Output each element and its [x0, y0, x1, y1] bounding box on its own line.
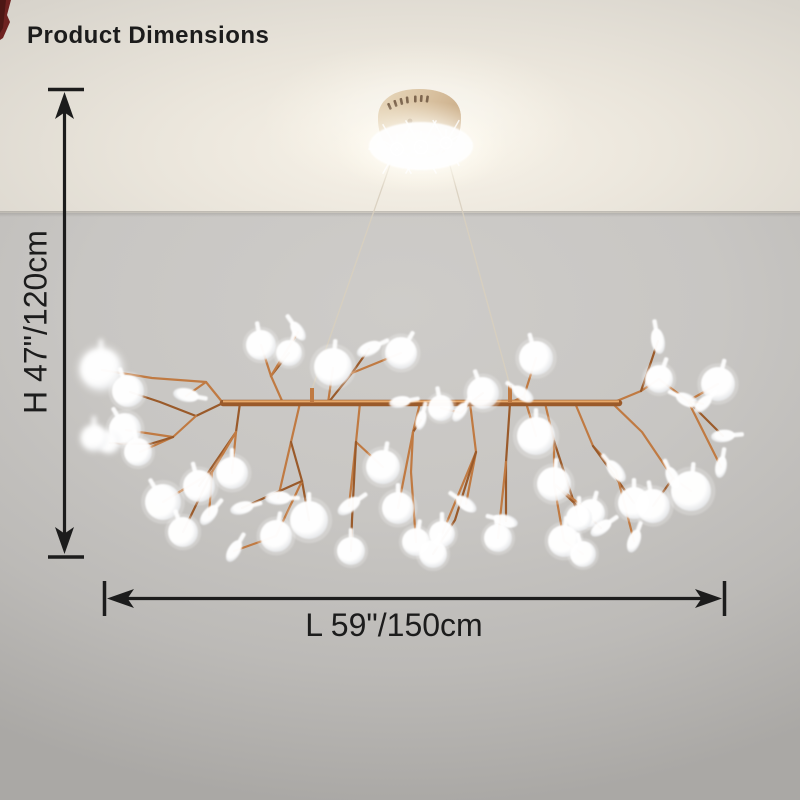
leaf-light — [285, 492, 333, 544]
leaf-light — [448, 490, 477, 513]
leaf-light — [425, 386, 457, 424]
leaf-light — [273, 331, 305, 369]
leaf-light — [512, 408, 560, 460]
length-dimension-label: L 59"/150cm — [305, 607, 483, 643]
page-title: Product Dimensions — [27, 22, 270, 49]
leaf-light — [415, 532, 451, 572]
leaf-light — [711, 429, 744, 443]
leaf-light — [515, 332, 557, 379]
length-dimension-arrow — [102, 581, 727, 616]
leaf-light — [78, 416, 110, 454]
leaf-light — [667, 389, 699, 408]
leaf-light — [333, 528, 369, 569]
leaf-light — [230, 500, 263, 515]
leaf-light — [463, 369, 503, 413]
canopy-glow — [333, 101, 509, 193]
leaf-light — [697, 358, 739, 405]
leaf-light — [164, 509, 202, 551]
leaf-light — [590, 514, 619, 537]
leaf-light — [600, 453, 626, 482]
leaf-light — [626, 521, 643, 553]
leaf-light — [389, 396, 420, 408]
leaf-light — [666, 462, 716, 516]
leaf-light — [242, 321, 280, 364]
light-starbursts — [368, 119, 473, 175]
leaf-light — [650, 319, 666, 354]
leaf-light — [567, 532, 599, 570]
height-dimension-label: H 47"/120cm — [17, 230, 54, 414]
chandelier-leaves — [75, 314, 744, 572]
leaf-light — [362, 441, 404, 488]
leaf-light — [337, 492, 368, 516]
leaf-light — [715, 447, 727, 478]
leaf-light — [632, 480, 674, 527]
leaf-light — [108, 367, 148, 411]
starburst — [419, 119, 473, 167]
brand-mark — [0, 0, 11, 40]
leaf-light — [199, 498, 224, 526]
leaf-light — [256, 511, 296, 556]
leaf-light — [120, 429, 156, 470]
leaf-light — [212, 448, 252, 493]
height-dimension-arrow — [48, 87, 84, 559]
leaf-light — [285, 314, 306, 341]
wall-ceiling-junction — [0, 211, 800, 217]
leaf-light — [173, 387, 208, 403]
leaf-light — [265, 491, 300, 505]
leaf-light — [179, 461, 219, 506]
leaf-light — [505, 380, 534, 403]
suspension-wire — [448, 161, 511, 387]
leaf-light — [309, 339, 357, 391]
leaf-light — [480, 515, 516, 556]
leaf-light — [381, 330, 421, 373]
leaf-light — [533, 458, 575, 505]
leaf-light — [641, 357, 677, 397]
leaf-light — [694, 389, 718, 413]
leaf-light — [452, 395, 473, 422]
leaf-light — [225, 532, 246, 562]
leaf-light — [378, 483, 418, 528]
starburst — [368, 123, 426, 175]
